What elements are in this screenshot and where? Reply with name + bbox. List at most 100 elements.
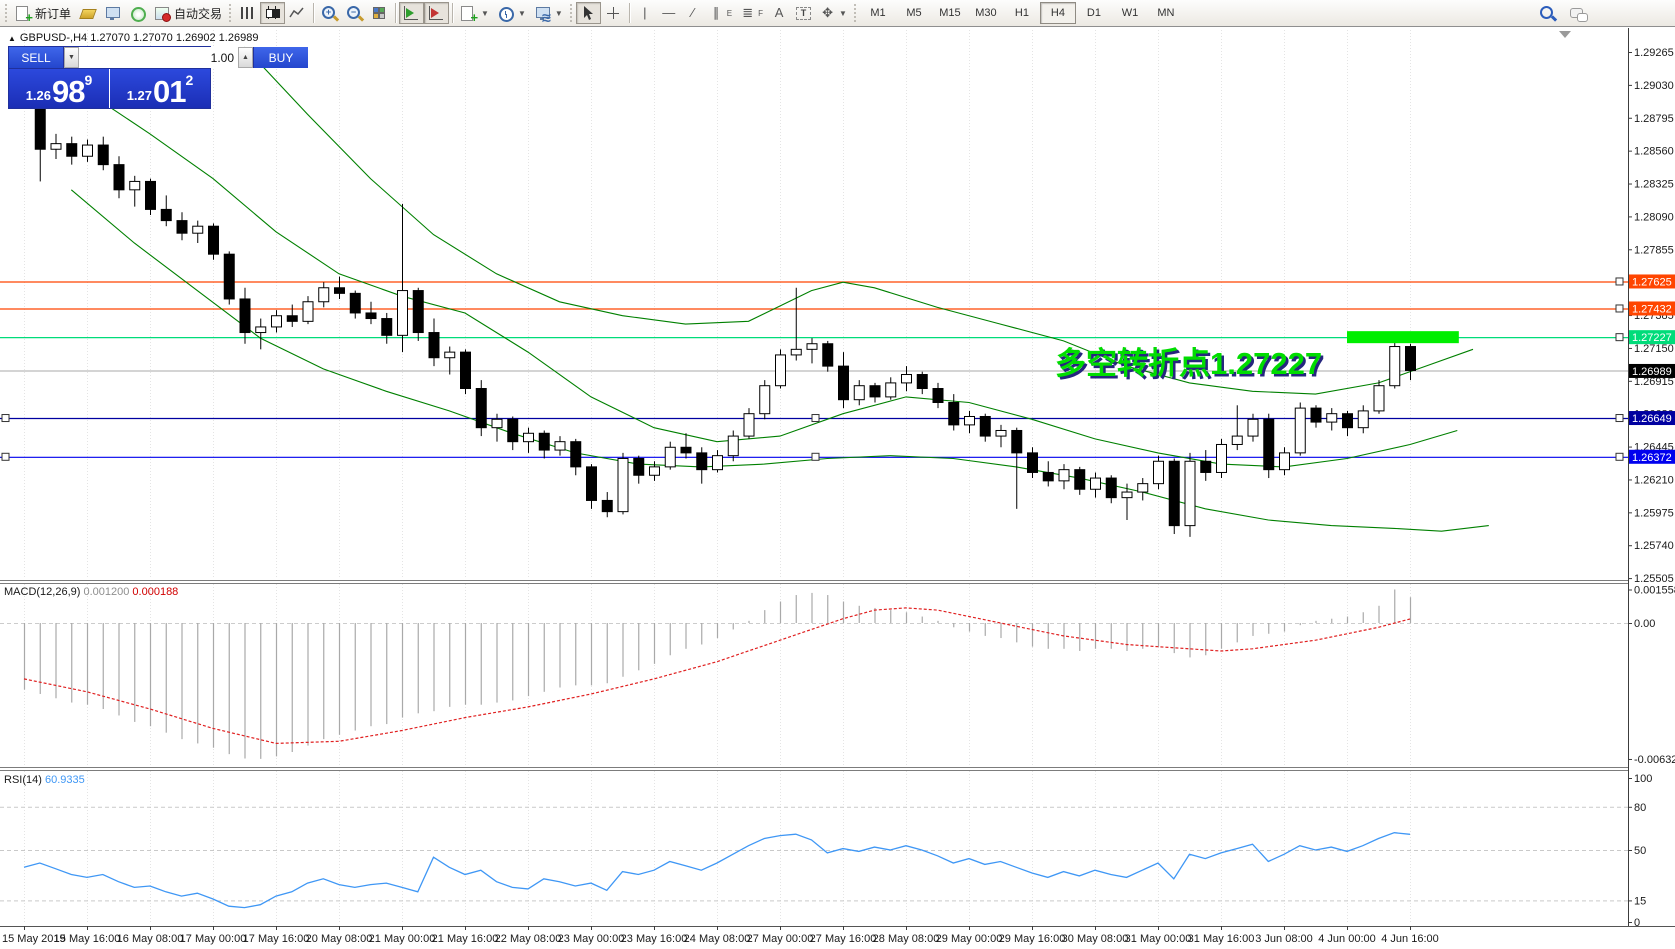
- timeframe-button-m30[interactable]: M30: [975, 7, 997, 19]
- candle-body: [1357, 410, 1369, 429]
- chart-window[interactable]: 多空转折点1.27227 多空转折点1.27227 MACD(12,26,9) 0.…: [0, 28, 1675, 949]
- rsi-tick-label: 80: [1634, 802, 1646, 814]
- volume-decrease-button[interactable]: ▼: [64, 47, 79, 68]
- vertical-line-tool-button[interactable]: |: [633, 2, 657, 24]
- line-chart-button[interactable]: [285, 2, 310, 24]
- autotrading-button[interactable]: 自动交易: [150, 2, 226, 24]
- timeframe-button-m5[interactable]: M5: [906, 7, 922, 19]
- channel-letter: E: [726, 8, 733, 18]
- candle-body: [397, 290, 408, 336]
- timeframe-button-d1[interactable]: D1: [1086, 7, 1101, 19]
- candle: [916, 371, 928, 395]
- trendline-tool-button[interactable]: ∕: [681, 2, 705, 24]
- chart-shift-marker[interactable]: [1559, 31, 1571, 38]
- line-handle[interactable]: [1, 452, 10, 461]
- timeframe-button-w1[interactable]: W1: [1121, 7, 1139, 19]
- timeframe-button-h1[interactable]: H1: [1014, 7, 1029, 19]
- candle-body: [1294, 407, 1306, 454]
- candle-body: [538, 432, 550, 451]
- cursor-icon: [580, 5, 597, 21]
- candle-body: [649, 466, 660, 476]
- highlight-rectangle[interactable]: [1347, 331, 1459, 344]
- channel-tool-button[interactable]: ∥ E: [705, 2, 736, 24]
- candle-body: [916, 374, 928, 390]
- horizontal-line-tool-button[interactable]: —: [657, 2, 681, 24]
- sell-price-pip: 9: [84, 72, 93, 88]
- candle: [491, 413, 503, 442]
- symbol-collapse-icon[interactable]: ▲: [8, 33, 16, 43]
- timeframe-button-m1[interactable]: M1: [870, 7, 886, 19]
- candle: [649, 461, 660, 481]
- styler-button[interactable]: [75, 2, 100, 24]
- buy-button[interactable]: BUY: [254, 47, 308, 68]
- line-handle[interactable]: [811, 452, 820, 461]
- sell-button[interactable]: SELL: [9, 47, 63, 68]
- volume-input[interactable]: [79, 47, 238, 68]
- price-tick-label: 1.28325: [1634, 179, 1674, 191]
- candle: [475, 380, 487, 437]
- line-handle[interactable]: [1615, 452, 1624, 461]
- hline-badge: [1629, 449, 1675, 464]
- candle: [1342, 410, 1353, 437]
- candle-body: [696, 452, 708, 471]
- time-tick-label: 21 May 00:00: [369, 933, 436, 945]
- candlestick-chart-button[interactable]: [260, 2, 286, 24]
- candle-body: [507, 418, 519, 443]
- crosshair-tool-button[interactable]: [601, 2, 626, 24]
- candle: [460, 349, 471, 395]
- candle-body: [964, 415, 975, 426]
- candle-body: [1216, 443, 1227, 473]
- indicators-icon: +: [460, 5, 478, 24]
- candle-body: [192, 225, 204, 234]
- candle-body: [1121, 491, 1133, 499]
- monitor-icon: [104, 5, 121, 21]
- chart-shift-button[interactable]: [424, 2, 450, 24]
- line-handle[interactable]: [1615, 277, 1624, 286]
- text-tool-button[interactable]: A: [767, 2, 791, 24]
- tile-windows-button[interactable]: [367, 2, 392, 24]
- line-handle[interactable]: [1, 414, 10, 423]
- line-handle[interactable]: [1615, 414, 1624, 423]
- candle: [334, 276, 345, 299]
- market-watch-button[interactable]: [100, 2, 125, 24]
- line-handle[interactable]: [811, 414, 820, 423]
- fibonacci-tool-button[interactable]: ≣ F: [736, 2, 767, 24]
- news-button[interactable]: [125, 2, 150, 24]
- candle-body: [302, 301, 314, 322]
- periods-button[interactable]: ▼: [493, 2, 530, 24]
- candle: [554, 436, 566, 456]
- timeframe-button-m15[interactable]: M15: [939, 7, 961, 19]
- timeframe-button-mn[interactable]: MN: [1157, 7, 1175, 19]
- search-icon[interactable]: [1539, 5, 1556, 21]
- sell-price-box[interactable]: 1.26 98 9: [9, 69, 109, 108]
- buy-price-box[interactable]: 1.27 01 2: [110, 69, 210, 108]
- toolbar-separator: [395, 3, 397, 23]
- auto-scroll-button[interactable]: [399, 2, 425, 24]
- arrows-tool-button[interactable]: ✥ ▼: [816, 2, 851, 24]
- line-handle[interactable]: [1615, 333, 1624, 342]
- new-order-button[interactable]: + 新订单: [11, 2, 75, 24]
- zoom-in-button[interactable]: +: [317, 2, 342, 24]
- chart-shift-icon: [428, 5, 445, 21]
- annotation-text[interactable]: 多空转折点1.27227: [1055, 346, 1322, 381]
- timeframe-button-h4[interactable]: H4: [1039, 2, 1076, 24]
- candle: [97, 136, 109, 171]
- candle-body: [1200, 460, 1212, 473]
- time-tick-label: 4 Jun 00:00: [1318, 933, 1376, 945]
- line-handle[interactable]: [1615, 304, 1624, 313]
- volume-increase-button[interactable]: ▲: [238, 47, 253, 68]
- new-order-label: 新订单: [35, 6, 72, 21]
- templates-button[interactable]: ≋ ▼: [530, 2, 567, 24]
- candle: [1294, 402, 1306, 456]
- indicators-button[interactable]: + ▼: [456, 2, 493, 24]
- cursor-tool-button[interactable]: [575, 2, 601, 24]
- candle-body: [1231, 435, 1243, 445]
- candle: [1153, 455, 1164, 490]
- candle: [286, 304, 298, 327]
- bar-chart-button[interactable]: [235, 2, 260, 24]
- zoom-out-button[interactable]: −: [342, 2, 367, 24]
- text-label-tool-button[interactable]: T: [791, 2, 816, 24]
- chat-icon[interactable]: [1570, 5, 1588, 22]
- time-tick-label: 23 May 16:00: [621, 933, 688, 945]
